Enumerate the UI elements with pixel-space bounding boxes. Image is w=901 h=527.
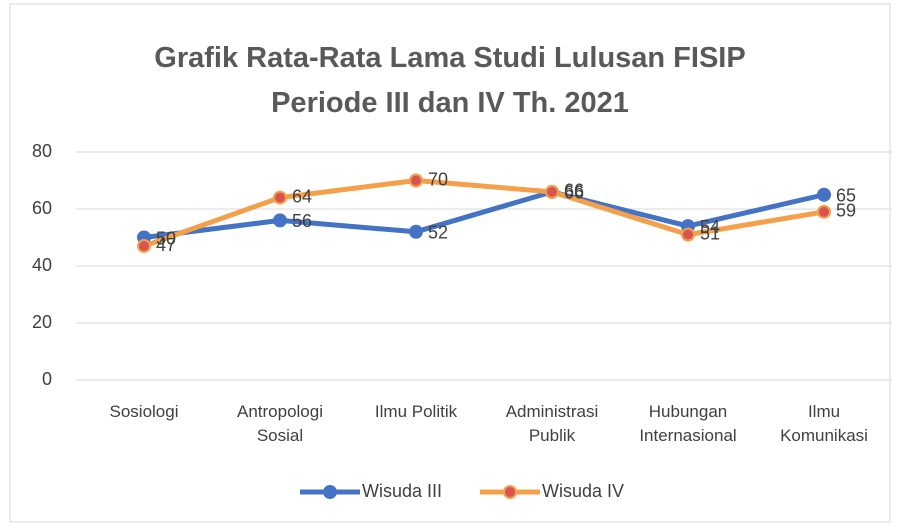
data-point	[137, 239, 151, 254]
data-label: 66	[564, 183, 584, 203]
x-tick-label: Ilmu Politik	[374, 402, 458, 421]
x-tick-label: Hubungan Internasional	[639, 402, 737, 445]
legend-marker	[323, 485, 337, 499]
data-label: 70	[428, 169, 448, 189]
x-tick-label: Administrasi Publik	[505, 402, 599, 445]
y-tick-label: 80	[32, 141, 52, 161]
data-point	[681, 227, 695, 242]
data-point	[817, 204, 831, 219]
x-tick-label: Ilmu Komunikasi	[780, 402, 868, 445]
data-point	[409, 224, 423, 239]
data-label: 59	[836, 201, 856, 221]
data-label: 64	[292, 186, 312, 206]
legend-marker	[503, 485, 517, 499]
data-point	[545, 184, 559, 199]
chart-border	[9, 3, 891, 523]
y-tick-label: 20	[32, 312, 52, 332]
data-label: 65	[836, 186, 856, 206]
data-label: 50	[156, 228, 176, 248]
data-point	[273, 213, 287, 228]
legend-label: Wisuda III	[362, 481, 442, 501]
data-label: 56	[292, 211, 312, 231]
data-label: 54	[700, 217, 720, 237]
series-line	[141, 178, 827, 249]
data-label: 51	[700, 223, 720, 243]
legend-label: Wisuda IV	[542, 481, 624, 501]
x-tick-label: Antropologi Sosial	[236, 402, 323, 445]
x-tick-label: Sosiologi	[109, 402, 179, 421]
y-tick-label: 0	[42, 369, 52, 389]
series-line	[141, 189, 827, 240]
y-tick-label: 60	[32, 198, 52, 218]
data-point	[409, 173, 423, 188]
data-label: 47	[156, 235, 176, 255]
data-point	[273, 190, 287, 205]
data-point	[817, 187, 831, 202]
y-tick-label: 40	[32, 255, 52, 275]
data-label: 52	[428, 223, 448, 243]
chart-title: Grafik Rata-Rata Lama Studi Lulusan FISI…	[154, 42, 746, 119]
data-label: 66	[564, 181, 584, 201]
